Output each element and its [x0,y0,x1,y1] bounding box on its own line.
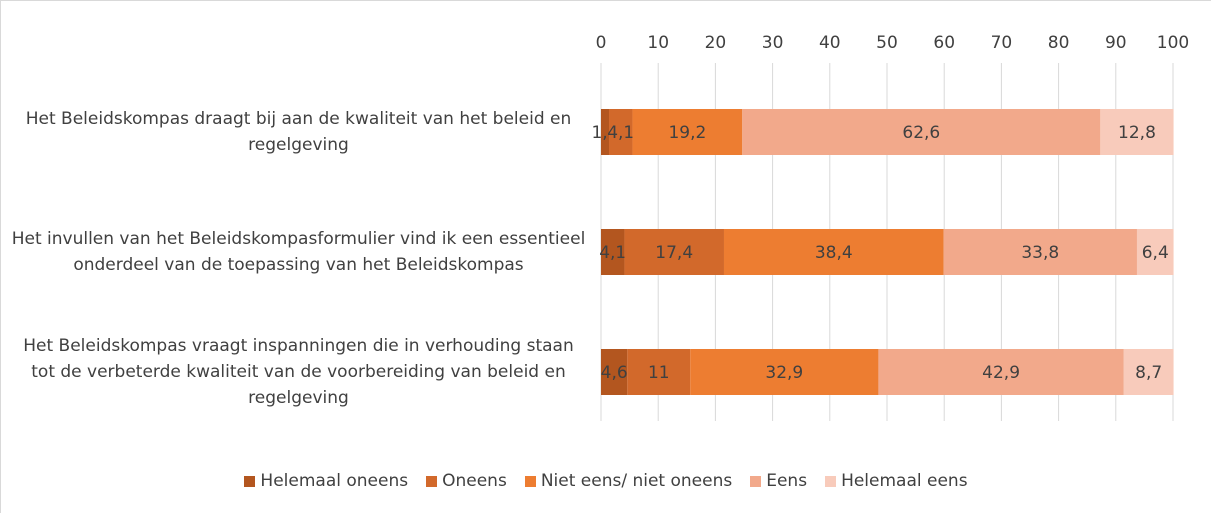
bar-segment [943,229,1137,275]
data-label: 17,4 [655,243,693,263]
legend-item: Oneens [426,471,507,491]
data-label: 32,9 [765,363,803,383]
legend-swatch [825,475,837,487]
legend-label: Eens [766,471,808,491]
bar-segment [601,109,610,155]
x-tick-label: 20 [705,33,727,53]
bar-segment [601,349,628,395]
legend-label: Oneens [442,471,507,491]
x-tick-label: 100 [1157,33,1189,53]
data-label: 6,4 [1142,243,1169,263]
category-label: Het Beleidskompas draagt bij aan de kwal… [25,109,572,155]
legend-item: Niet eens/ niet oneens [524,471,733,491]
x-tick-label: 90 [1105,33,1127,53]
legend-item: Eens [750,471,807,491]
data-label: 4,1 [607,123,634,143]
legend-item: Helemaal oneens [244,471,408,491]
category-label: Het Beleidskompas vraagt inspanningen di… [23,336,574,408]
x-tick-label: 10 [647,33,669,53]
bar-segment [1100,109,1174,155]
data-label: 42,9 [982,363,1020,383]
bar-segment [1136,229,1174,275]
category-label: Het invullen van het Beleidskompasformul… [11,229,586,275]
data-label: 12,8 [1118,123,1156,143]
legend-label: Niet eens/ niet oneens [540,471,733,491]
bar-segment [723,229,944,275]
data-label: 11 [648,363,670,383]
x-tick-label: 70 [991,33,1013,53]
data-label: 19,2 [668,123,706,143]
bar-segment [632,109,743,155]
bar-segment [690,349,879,395]
legend: Helemaal oneens Oneens Niet eens/ niet one… [1,471,1211,491]
legend-swatch [244,475,256,487]
x-tick-label: 80 [1048,33,1070,53]
data-label: 33,8 [1021,243,1059,263]
legend-swatch [524,475,536,487]
data-label: 8,7 [1135,363,1162,383]
data-label: 38,4 [815,243,853,263]
legend-item: Helemaal eens [825,471,968,491]
bar-segment [601,229,625,275]
bar-segment [627,349,691,395]
bar-segment [1123,349,1174,395]
bar-segment [609,109,633,155]
x-tick-label: 60 [933,33,955,53]
legend-swatch [426,475,438,487]
x-tick-label: 40 [819,33,841,53]
legend-label: Helemaal oneens [260,471,409,491]
data-label: 4,6 [601,363,628,383]
data-label: 62,6 [902,123,940,143]
data-label: 4,1 [599,243,626,263]
x-tick-label: 50 [876,33,898,53]
x-tick-label: 0 [596,33,607,53]
legend-label: Helemaal eens [841,471,968,491]
legend-swatch [750,475,762,487]
bar-segment [742,109,1101,155]
x-tick-label: 30 [762,33,784,53]
bar-segment [624,229,724,275]
bar-segment [878,349,1124,395]
